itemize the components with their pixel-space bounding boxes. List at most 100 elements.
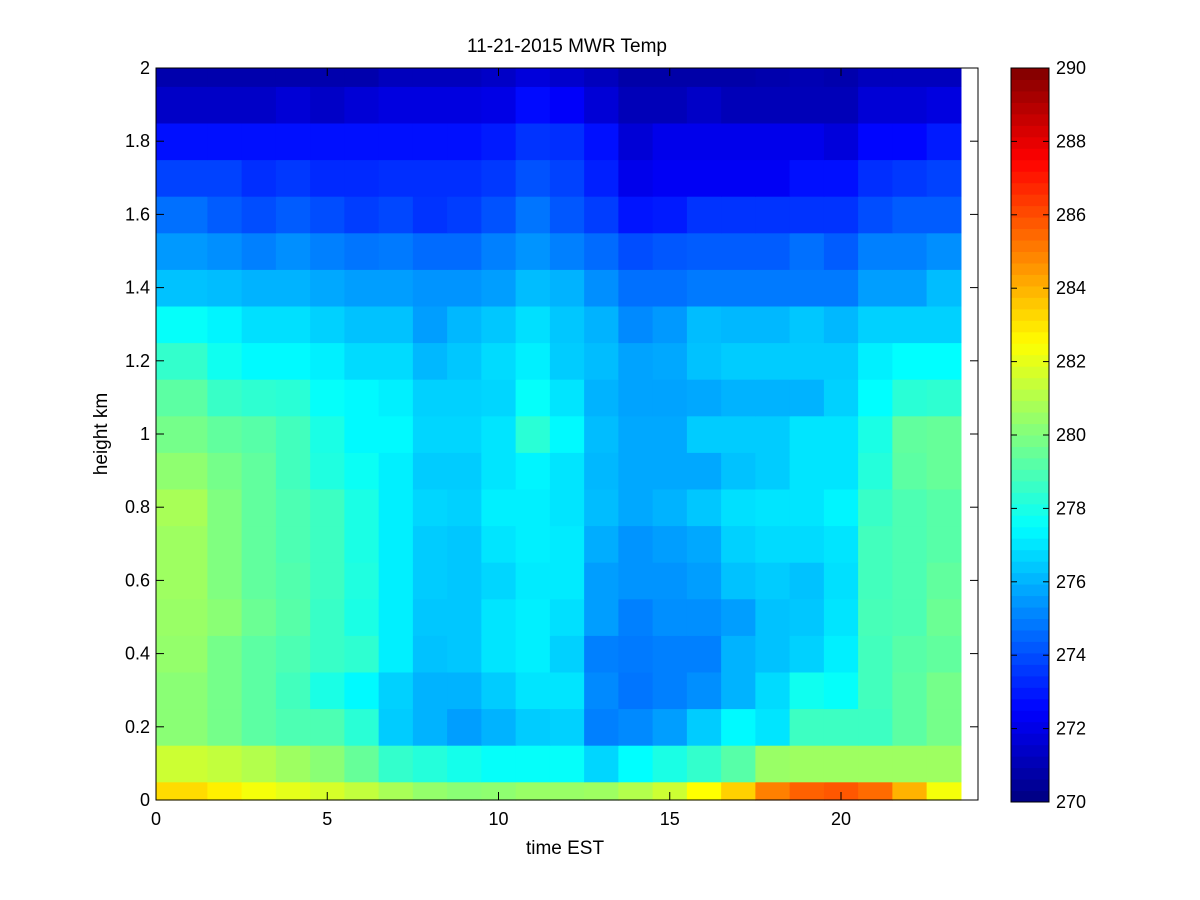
heatmap-cell [412, 525, 448, 563]
heatmap-cell [344, 342, 380, 380]
heatmap-cell [412, 452, 448, 490]
colorbar-swatch [1011, 480, 1049, 493]
heatmap-cell [686, 562, 722, 600]
heatmap-cell [858, 68, 893, 87]
heatmap-cell [652, 68, 688, 87]
heatmap-cell [447, 342, 482, 380]
colorbar-swatch [1011, 136, 1049, 149]
heatmap-cell [926, 598, 962, 636]
heatmap-cell [618, 68, 654, 87]
colorbar-swatch [1011, 79, 1049, 92]
heatmap-cell [755, 745, 791, 783]
colorbar-swatch [1011, 240, 1049, 252]
heatmap-cell [275, 415, 311, 453]
heatmap-cell [618, 781, 654, 801]
heatmap-cell [378, 379, 414, 417]
heatmap-cell [207, 671, 243, 710]
heatmap-cell [618, 415, 654, 453]
heatmap-cell [686, 269, 722, 307]
heatmap-cell [481, 379, 517, 417]
heatmap-cell [652, 598, 688, 636]
heatmap-cell [686, 488, 722, 527]
heatmap-cell [275, 379, 311, 417]
colorbar-swatch [1011, 572, 1049, 585]
heatmap-cell [892, 781, 928, 801]
y-axis-label: height km [91, 393, 112, 475]
heatmap-cell [789, 122, 825, 161]
y-axis: 0 0.2 0.4 0.6 0.8 1 1.2 1.4 1.6 1.8 2 [125, 58, 978, 810]
heatmap-cell [378, 525, 414, 563]
heatmap-cell [378, 68, 414, 87]
heatmap-cell [755, 598, 791, 636]
heatmap-cell [481, 452, 517, 490]
heatmap-cell [310, 708, 345, 746]
heatmap-cell [858, 415, 893, 453]
heatmap-cell [549, 122, 585, 161]
heatmap-cell [344, 122, 380, 161]
heatmap-cell [447, 562, 482, 600]
heatmap-cell [823, 708, 859, 746]
heatmap-cell [584, 671, 619, 710]
heatmap-cell [549, 196, 585, 234]
heatmap-cell [858, 342, 893, 380]
heatmap-cell [378, 196, 414, 234]
heatmap-cell [721, 562, 756, 600]
heatmap-cell [584, 159, 619, 197]
heatmap-cell [789, 781, 825, 801]
heatmap-cell [275, 452, 311, 490]
heatmap-cell [412, 86, 448, 124]
heatmap-cell [447, 745, 482, 783]
colorbar-swatch [1011, 412, 1049, 425]
heatmap-cell [755, 562, 791, 600]
heatmap-cell [789, 452, 825, 490]
heatmap-cell [686, 196, 722, 234]
heatmap-cell [275, 598, 311, 636]
heatmap-cell [892, 342, 928, 380]
heatmap-cell [275, 159, 311, 197]
heatmap-cell [618, 305, 654, 344]
heatmap-cell [618, 232, 654, 270]
heatmap-cell [926, 269, 962, 307]
heatmap-cell [926, 525, 962, 563]
colorbar-swatch [1011, 159, 1049, 172]
heatmap-cell [412, 635, 448, 673]
heatmap-cell [412, 671, 448, 710]
colorbar-swatch [1011, 102, 1049, 115]
y-tick-label: 1.2 [125, 351, 150, 371]
heatmap-cell [207, 86, 243, 124]
colorbar-tick-label: 286 [1056, 205, 1086, 225]
heatmap-cell [926, 671, 962, 710]
heatmap-cell [892, 159, 928, 197]
colorbar-swatch [1011, 687, 1049, 700]
heatmap-cell [789, 745, 825, 783]
heatmap-cell [207, 68, 243, 87]
heatmap-cell [549, 305, 585, 344]
colorbar: 270 272 274 276 278 280 282 284 286 288 290 [1010, 58, 1086, 812]
heatmap-cell [584, 86, 619, 124]
heatmap-cell [858, 562, 893, 600]
colorbar-swatch [1011, 205, 1049, 218]
heatmap-cell [412, 379, 448, 417]
heatmap-cell [823, 671, 859, 710]
heatmap-cell [652, 635, 688, 673]
colorbar-swatch [1011, 366, 1049, 379]
heatmap-cell [344, 562, 380, 600]
chart-title: 11-21-2015 MWR Temp [467, 36, 667, 57]
heatmap-cell [515, 232, 551, 270]
heatmap-cell [858, 232, 893, 270]
heatmap-cell [156, 452, 208, 490]
colorbar-swatch [1011, 664, 1049, 677]
heatmap-cell [926, 379, 962, 417]
heatmap-cell [310, 86, 345, 124]
heatmap-cell [344, 635, 380, 673]
colorbar-tick-label: 270 [1056, 792, 1086, 812]
heatmap-cell [515, 86, 551, 124]
heatmap-cell [892, 305, 928, 344]
heatmap-cell [515, 635, 551, 673]
heatmap-cell [156, 342, 208, 380]
heatmap-cell [686, 86, 722, 124]
heatmap-cell [378, 159, 414, 197]
heatmap-cell [344, 708, 380, 746]
heatmap-cell [686, 708, 722, 746]
